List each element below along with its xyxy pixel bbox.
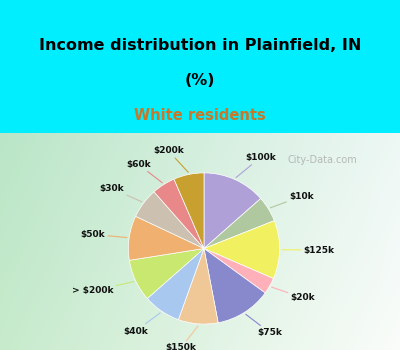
Text: White residents: White residents <box>134 108 266 123</box>
Wedge shape <box>154 179 204 248</box>
Text: $200k: $200k <box>153 146 188 172</box>
Text: $60k: $60k <box>126 160 162 183</box>
Text: $10k: $10k <box>270 192 314 208</box>
Text: City-Data.com: City-Data.com <box>288 155 358 165</box>
Wedge shape <box>128 216 204 260</box>
Text: (%): (%) <box>185 73 215 88</box>
Text: $50k: $50k <box>80 230 127 239</box>
Text: Income distribution in Plainfield, IN: Income distribution in Plainfield, IN <box>39 38 361 53</box>
Wedge shape <box>204 248 265 323</box>
Text: $30k: $30k <box>100 184 142 202</box>
Wedge shape <box>136 192 204 248</box>
Text: $40k: $40k <box>123 313 160 336</box>
Wedge shape <box>204 248 273 293</box>
Wedge shape <box>204 220 280 279</box>
Wedge shape <box>147 248 204 320</box>
Text: $20k: $20k <box>272 287 315 302</box>
Text: $125k: $125k <box>282 246 335 254</box>
Text: > $200k: > $200k <box>72 282 134 295</box>
Text: $75k: $75k <box>246 314 282 337</box>
Wedge shape <box>129 248 204 299</box>
Wedge shape <box>178 248 218 324</box>
Text: $150k: $150k <box>165 326 198 350</box>
Text: $100k: $100k <box>236 153 276 177</box>
Wedge shape <box>174 173 204 248</box>
Wedge shape <box>204 173 261 248</box>
Wedge shape <box>204 198 274 248</box>
